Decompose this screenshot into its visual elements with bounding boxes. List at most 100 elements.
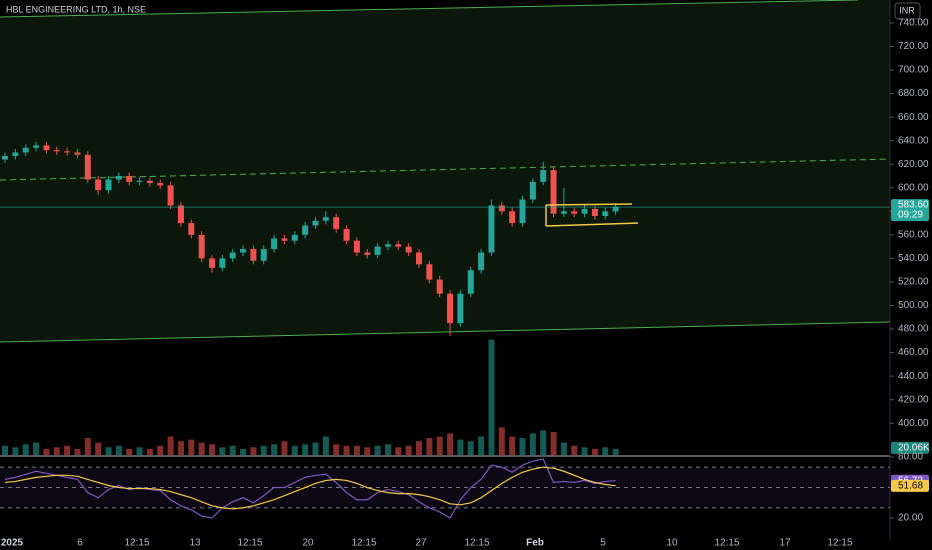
volume-bar [157, 445, 164, 455]
volume-bar [560, 442, 567, 455]
y-tick-label: 640.00 [898, 135, 929, 146]
y-tick-label: 420.00 [898, 394, 929, 405]
plot [0, 141, 890, 519]
candle-body [343, 228, 350, 241]
candle-body [436, 279, 443, 294]
rsi-ma-label: 51.68 [898, 480, 923, 491]
candle-body [416, 252, 422, 265]
volume-bar [219, 447, 226, 455]
candle-body [488, 205, 495, 253]
volume-bar [550, 431, 557, 455]
volume-bar [146, 448, 153, 455]
volume-bar [105, 447, 112, 455]
volume-bar [74, 448, 81, 455]
candle-body [22, 147, 29, 153]
volume-bar [540, 430, 547, 455]
volume-bar [12, 447, 19, 455]
volume-bar [136, 447, 143, 455]
channel-mid [0, 158, 891, 181]
y-tick-label: 680.00 [898, 88, 929, 99]
candle-body [364, 252, 371, 255]
candle-body [157, 183, 164, 186]
volume-bar [436, 436, 443, 455]
volume-bar [302, 444, 309, 455]
candle-body [312, 220, 319, 226]
countdown: 09:29 [898, 210, 923, 221]
y-tick-label: 520.00 [898, 277, 929, 288]
volume-bar [198, 442, 205, 455]
y-tick-label: 400.00 [898, 418, 929, 429]
x-tick-label: 20 [302, 538, 314, 549]
candle-body [126, 175, 133, 182]
candle-body [457, 293, 464, 324]
candle-body [374, 246, 381, 255]
candle-body [426, 264, 433, 280]
candle-body [219, 258, 226, 268]
candle-body [540, 170, 547, 182]
volume-bar [188, 439, 195, 455]
volume-bar [364, 447, 371, 455]
candle-body [271, 238, 278, 249]
candle-body [395, 244, 402, 247]
volume-bar [250, 447, 257, 455]
currency-box[interactable] [894, 2, 921, 20]
volume-bar [353, 445, 360, 455]
candle-body [509, 211, 516, 224]
volume-bar [416, 441, 422, 455]
candle-body [84, 154, 91, 180]
volume-bar [43, 448, 50, 455]
y-tick-label: 540.00 [898, 253, 929, 264]
candle-body [405, 246, 412, 253]
volume-bar [126, 448, 133, 455]
candle-body [198, 234, 205, 259]
candle-body [146, 180, 153, 184]
candle-body [281, 238, 288, 241]
volume-bar [291, 445, 298, 455]
candle-body [322, 217, 329, 221]
y-tick-label: 440.00 [898, 371, 929, 382]
candle-body [467, 270, 474, 294]
x-tick-label: 10 [666, 538, 678, 549]
volume-bar [498, 427, 505, 455]
candle-body [478, 252, 485, 271]
x-tick-label: 12:15 [714, 538, 739, 549]
chart-title: HBL ENGINEERING LTD, 1h, NSE [6, 4, 146, 14]
volume-bar [240, 448, 247, 455]
currency[interactable]: INR [899, 5, 915, 15]
x-tick-label: 27 [415, 538, 427, 549]
volume-bar [84, 438, 91, 455]
candle-body [209, 258, 215, 268]
candle-body [302, 225, 309, 235]
x-tick-label: 13 [189, 538, 201, 549]
volume-bar [602, 447, 609, 455]
y-tick-label: 660.00 [898, 112, 929, 123]
candle-body [447, 293, 454, 324]
volume-bar [374, 445, 381, 455]
y-tick-label: 700.00 [898, 65, 929, 76]
x-tick-label: Feb [526, 538, 544, 549]
x-tick-label: 5 [600, 538, 606, 549]
volume-bar [33, 442, 40, 455]
x-tick-label: 17 [779, 538, 791, 549]
last-price-label: 583.60 [898, 200, 929, 211]
x-tick-label: 12:15 [124, 538, 149, 549]
rsi-line [4, 458, 616, 519]
candle-body [136, 180, 143, 182]
volume-bar [22, 444, 29, 455]
volume-bar [260, 445, 267, 455]
candle-body [581, 208, 588, 214]
volume-bar [209, 444, 215, 455]
rsi-ma [4, 466, 616, 510]
volume-label: 20.06K [898, 442, 930, 453]
volume-bar [384, 444, 391, 455]
volume-label-box [891, 441, 929, 454]
candle-body [167, 185, 174, 206]
candle-body [291, 234, 298, 241]
candle-body [591, 208, 598, 217]
volume-bar [612, 448, 619, 455]
candle-body [74, 152, 81, 155]
candle-body [612, 206, 619, 212]
volume-bar [281, 441, 288, 455]
volume-bar [509, 436, 516, 455]
